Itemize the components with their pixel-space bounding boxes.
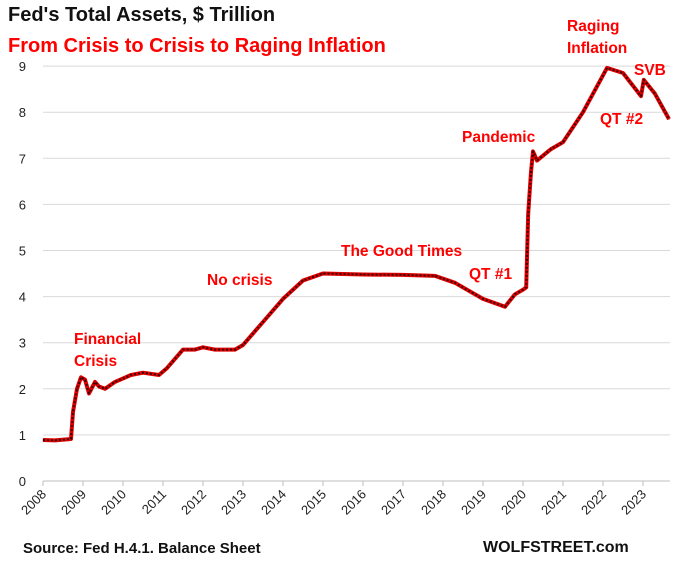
data-point (42, 439, 44, 441)
data-point (527, 213, 529, 215)
y-tick-label: 5 (19, 244, 26, 259)
data-point (434, 275, 436, 277)
data-point (550, 148, 552, 150)
data-point (525, 286, 527, 288)
annotation-line: Financial (74, 331, 142, 348)
annotation-no-crisis: No crisis (207, 272, 273, 289)
data-point (562, 141, 564, 143)
y-tick-label: 1 (19, 428, 26, 443)
data-point (668, 118, 670, 120)
y-tick-label: 8 (19, 105, 26, 120)
data-point (104, 388, 106, 390)
data-point (454, 282, 456, 284)
x-tick-label: 2022 (578, 487, 609, 518)
y-tick-label: 2 (19, 382, 26, 397)
data-point (234, 349, 236, 351)
annotation-pandemic: Pandemic (462, 129, 536, 146)
annotation-qt1: QT #1 (469, 266, 513, 283)
chart-title: Fed's Total Assets, $ Trillion (8, 4, 276, 26)
data-point (130, 374, 132, 376)
annotation-qt2: QT #2 (600, 111, 644, 128)
data-point (643, 79, 645, 81)
y-tick-label: 0 (19, 474, 26, 489)
annotation-line: Crisis (74, 353, 118, 370)
data-point (114, 381, 116, 383)
data-point (532, 150, 534, 152)
data-point (182, 349, 184, 351)
y-tick-label: 6 (19, 197, 26, 212)
x-tick-label: 2021 (538, 487, 569, 518)
data-point (54, 439, 56, 441)
data-point (522, 289, 524, 291)
data-point (362, 273, 364, 275)
x-tick-label: 2009 (58, 487, 89, 518)
data-point (166, 367, 168, 369)
y-tick-label: 4 (19, 290, 26, 305)
y-tick-label: 9 (19, 59, 26, 74)
data-point (84, 379, 86, 381)
x-tick-label: 2010 (98, 487, 129, 518)
x-tick-label: 2023 (618, 487, 649, 518)
data-point (536, 160, 538, 162)
annotation-line: Raging (567, 18, 620, 35)
source-note: Source: Fed H.4.1. Balance Sheet (23, 540, 261, 557)
y-tick-label: 3 (19, 336, 26, 351)
series-line-texture (42, 66, 670, 442)
data-point (282, 298, 284, 300)
x-tick-label: 2012 (178, 487, 209, 518)
data-point (402, 274, 404, 276)
data-point (514, 293, 516, 295)
data-point (582, 111, 584, 113)
x-tick-label: 2008 (18, 487, 49, 518)
brand-label: WOLFSTREET.com (483, 539, 629, 556)
data-point (654, 93, 656, 95)
x-tick-label: 2015 (298, 487, 329, 518)
data-point (530, 171, 532, 173)
x-tick-label: 2018 (418, 487, 449, 518)
annotation-svb: SVB (634, 62, 666, 79)
data-point (194, 349, 196, 351)
data-point (72, 411, 74, 413)
annotation-good-times: The Good Times (341, 243, 463, 260)
data-point (76, 388, 78, 390)
x-tick-label: 2014 (258, 487, 289, 518)
data-point (242, 344, 244, 346)
data-point (80, 376, 82, 378)
x-tick-label: 2017 (378, 487, 409, 518)
data-point (622, 72, 624, 74)
data-point (322, 273, 324, 275)
data-point (142, 372, 144, 374)
data-point (94, 381, 96, 383)
annotation-financial-crisis: Financial Crisis (74, 329, 141, 373)
data-point (504, 306, 506, 308)
data-point (70, 438, 72, 440)
x-tick-label: 2016 (338, 487, 369, 518)
annotation-line: Inflation (567, 40, 628, 57)
data-point (262, 321, 264, 323)
chart-subtitle: From Crisis to Crisis to Raging Inflatio… (8, 35, 386, 57)
data-point (482, 298, 484, 300)
data-point (202, 346, 204, 348)
data-point (214, 349, 216, 351)
data-point (640, 95, 642, 97)
x-tick-label: 2013 (218, 487, 249, 518)
x-tick-label: 2019 (458, 487, 489, 518)
x-tick-label: 2011 (139, 487, 169, 517)
x-tick-label: 2020 (498, 487, 529, 518)
data-point (606, 67, 608, 69)
y-tick-label: 7 (19, 151, 26, 166)
data-point (88, 392, 90, 394)
data-point (98, 385, 100, 387)
data-point (302, 279, 304, 281)
data-point (158, 374, 160, 376)
annotation-raging-inflation: Raging Inflation (567, 16, 627, 60)
